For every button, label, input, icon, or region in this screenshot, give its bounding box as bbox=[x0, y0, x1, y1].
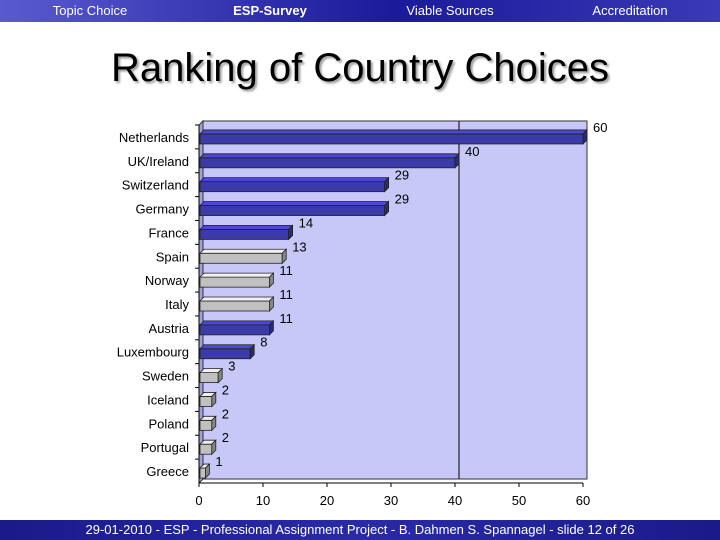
category-label-portugal: Portugal bbox=[141, 440, 190, 455]
bar-side-sweden bbox=[217, 367, 223, 384]
data-label-france: 14 bbox=[299, 215, 313, 230]
bar-poland bbox=[199, 419, 213, 431]
data-label-uk-ireland: 40 bbox=[465, 144, 479, 159]
nav-viable-sources[interactable]: Viable Sources bbox=[406, 3, 494, 18]
category-label-luxembourg: Luxembourg bbox=[117, 345, 189, 360]
x-tick-label: 40 bbox=[448, 493, 462, 508]
category-label-sweden: Sweden bbox=[142, 369, 189, 384]
data-label-austria: 11 bbox=[279, 311, 293, 326]
bar-top-uk-ireland bbox=[199, 153, 460, 159]
bar-top-spain bbox=[199, 248, 288, 254]
bar-top-switzerland bbox=[199, 177, 390, 183]
bar-spain bbox=[199, 252, 283, 264]
nav-esp-survey[interactable]: ESP-Survey bbox=[233, 3, 307, 18]
nav-accreditation[interactable]: Accreditation bbox=[592, 3, 668, 18]
bar-austria bbox=[199, 324, 270, 336]
bar-portugal bbox=[199, 443, 213, 455]
bar-france bbox=[199, 228, 289, 240]
bar-netherlands bbox=[199, 133, 584, 145]
category-label-netherlands: Netherlands bbox=[119, 130, 190, 145]
bar-top-germany bbox=[199, 201, 390, 206]
country-ranking-chart: Netherlands 60 UK/Ireland 40 Switzerland 29 Ge… bbox=[117, 119, 607, 508]
category-label-italy: Italy bbox=[165, 297, 189, 312]
bar-greece bbox=[199, 467, 206, 479]
data-label-greece: 1 bbox=[215, 454, 222, 469]
top-navigation: Topic Choice ESP-Survey Viable Sources A… bbox=[0, 0, 720, 22]
bar-side-uk-ireland bbox=[454, 152, 460, 169]
bar-top-france bbox=[199, 224, 294, 230]
category-label-germany: Germany bbox=[136, 202, 190, 217]
data-label-spain: 13 bbox=[292, 239, 306, 254]
x-tick-label: 0 bbox=[195, 493, 202, 508]
bar-side-austria bbox=[268, 319, 274, 336]
bar-side-netherlands bbox=[582, 128, 588, 145]
data-label-poland: 2 bbox=[222, 406, 229, 421]
data-label-iceland: 2 bbox=[222, 382, 229, 397]
data-label-portugal: 2 bbox=[222, 430, 229, 445]
category-label-france: France bbox=[149, 225, 189, 240]
slide-title: Ranking of Country Choices bbox=[110, 46, 610, 90]
bar-uk-ireland bbox=[199, 157, 456, 169]
category-label-poland: Poland bbox=[149, 416, 189, 431]
category-label-iceland: Iceland bbox=[147, 392, 189, 407]
data-label-switzerland: 29 bbox=[395, 168, 409, 183]
category-label-greece: Greece bbox=[146, 464, 189, 479]
x-tick-label: 20 bbox=[320, 493, 334, 508]
bar-top-italy bbox=[199, 296, 275, 302]
bar-iceland bbox=[199, 396, 213, 407]
bar-side-switzerland bbox=[384, 176, 390, 193]
bar-side-poland bbox=[211, 415, 217, 432]
category-label-uk-ireland: UK/Ireland bbox=[128, 154, 189, 169]
slide-footer: 29-01-2010 - ESP - Professional Assignme… bbox=[0, 520, 720, 540]
bar-norway bbox=[199, 276, 270, 288]
bar-sweden bbox=[199, 372, 219, 384]
bar-luxembourg bbox=[199, 348, 251, 360]
category-label-austria: Austria bbox=[149, 321, 190, 336]
bar-side-italy bbox=[268, 296, 274, 312]
x-tick-label: 10 bbox=[256, 493, 270, 508]
bar-side-spain bbox=[281, 248, 287, 265]
category-label-norway: Norway bbox=[145, 273, 190, 288]
bar-top-luxembourg bbox=[199, 344, 256, 350]
bar-top-norway bbox=[199, 272, 275, 278]
data-label-luxembourg: 8 bbox=[260, 335, 267, 350]
category-label-spain: Spain bbox=[156, 249, 189, 264]
bar-side-france bbox=[288, 224, 294, 241]
bar-side-portugal bbox=[211, 439, 217, 456]
bar-top-austria bbox=[199, 320, 275, 326]
nav-topic-choice[interactable]: Topic Choice bbox=[52, 3, 128, 18]
category-label-switzerland: Switzerland bbox=[122, 178, 189, 193]
bar-italy bbox=[199, 300, 270, 312]
bar-side-luxembourg bbox=[249, 343, 255, 360]
data-label-netherlands: 60 bbox=[593, 120, 607, 135]
bar-switzerland bbox=[199, 181, 386, 193]
x-tick-label: 50 bbox=[512, 493, 526, 508]
data-label-italy: 11 bbox=[279, 287, 293, 302]
bar-side-iceland bbox=[211, 391, 217, 408]
bar-germany bbox=[199, 205, 386, 216]
bar-side-germany bbox=[384, 200, 390, 217]
bar-side-greece bbox=[204, 463, 210, 480]
bar-top-netherlands bbox=[199, 129, 588, 135]
x-tick-label: 30 bbox=[384, 493, 398, 508]
data-label-germany: 29 bbox=[395, 192, 409, 207]
x-tick-label: 60 bbox=[576, 493, 590, 508]
data-label-sweden: 3 bbox=[228, 359, 235, 374]
bar-side-norway bbox=[268, 272, 274, 289]
data-label-norway: 11 bbox=[279, 263, 293, 278]
